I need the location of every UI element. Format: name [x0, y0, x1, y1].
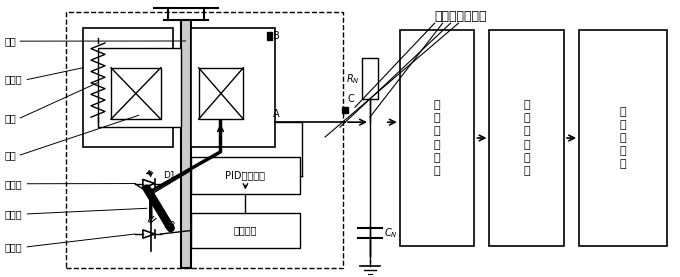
Text: 位移检测: 位移检测	[234, 225, 257, 235]
Text: D2: D2	[163, 221, 175, 230]
Text: $R_N$: $R_N$	[346, 72, 360, 86]
Text: 低
通
滤
波
电
路: 低 通 滤 波 电 路	[434, 100, 441, 176]
Text: $C_N$: $C_N$	[384, 226, 398, 240]
Bar	[579, 30, 666, 246]
Text: C: C	[348, 94, 355, 104]
Bar	[190, 157, 300, 194]
Bar	[400, 30, 475, 246]
Bar	[190, 28, 275, 147]
Text: 数字温度传感器: 数字温度传感器	[435, 10, 487, 23]
Text: 永磁体: 永磁体	[4, 75, 22, 84]
Bar	[199, 68, 243, 119]
Bar	[181, 20, 190, 268]
Bar	[98, 48, 181, 127]
Bar	[362, 58, 378, 99]
Text: A: A	[273, 109, 280, 119]
Bar	[83, 28, 173, 147]
Text: 光敏管: 光敏管	[4, 242, 22, 252]
Text: 遮光片: 遮光片	[4, 209, 22, 219]
Text: PID调节驱动: PID调节驱动	[225, 171, 265, 181]
Text: 单
片
机
系
统: 单 片 机 系 统	[619, 107, 626, 170]
Text: B: B	[273, 31, 280, 41]
Text: 立柱: 立柱	[4, 36, 16, 46]
Text: 数
据
采
集
电
路: 数 据 采 集 电 路	[524, 100, 530, 176]
Text: 发光管: 发光管	[4, 179, 22, 189]
Text: 动圈: 动圈	[4, 150, 16, 160]
Text: 拉簧: 拉簧	[4, 113, 16, 123]
Bar	[66, 12, 343, 268]
Bar	[190, 213, 300, 248]
Bar	[342, 107, 348, 113]
Bar	[490, 30, 564, 246]
Bar	[267, 32, 272, 40]
Text: D1: D1	[163, 171, 175, 179]
Bar	[111, 68, 160, 119]
